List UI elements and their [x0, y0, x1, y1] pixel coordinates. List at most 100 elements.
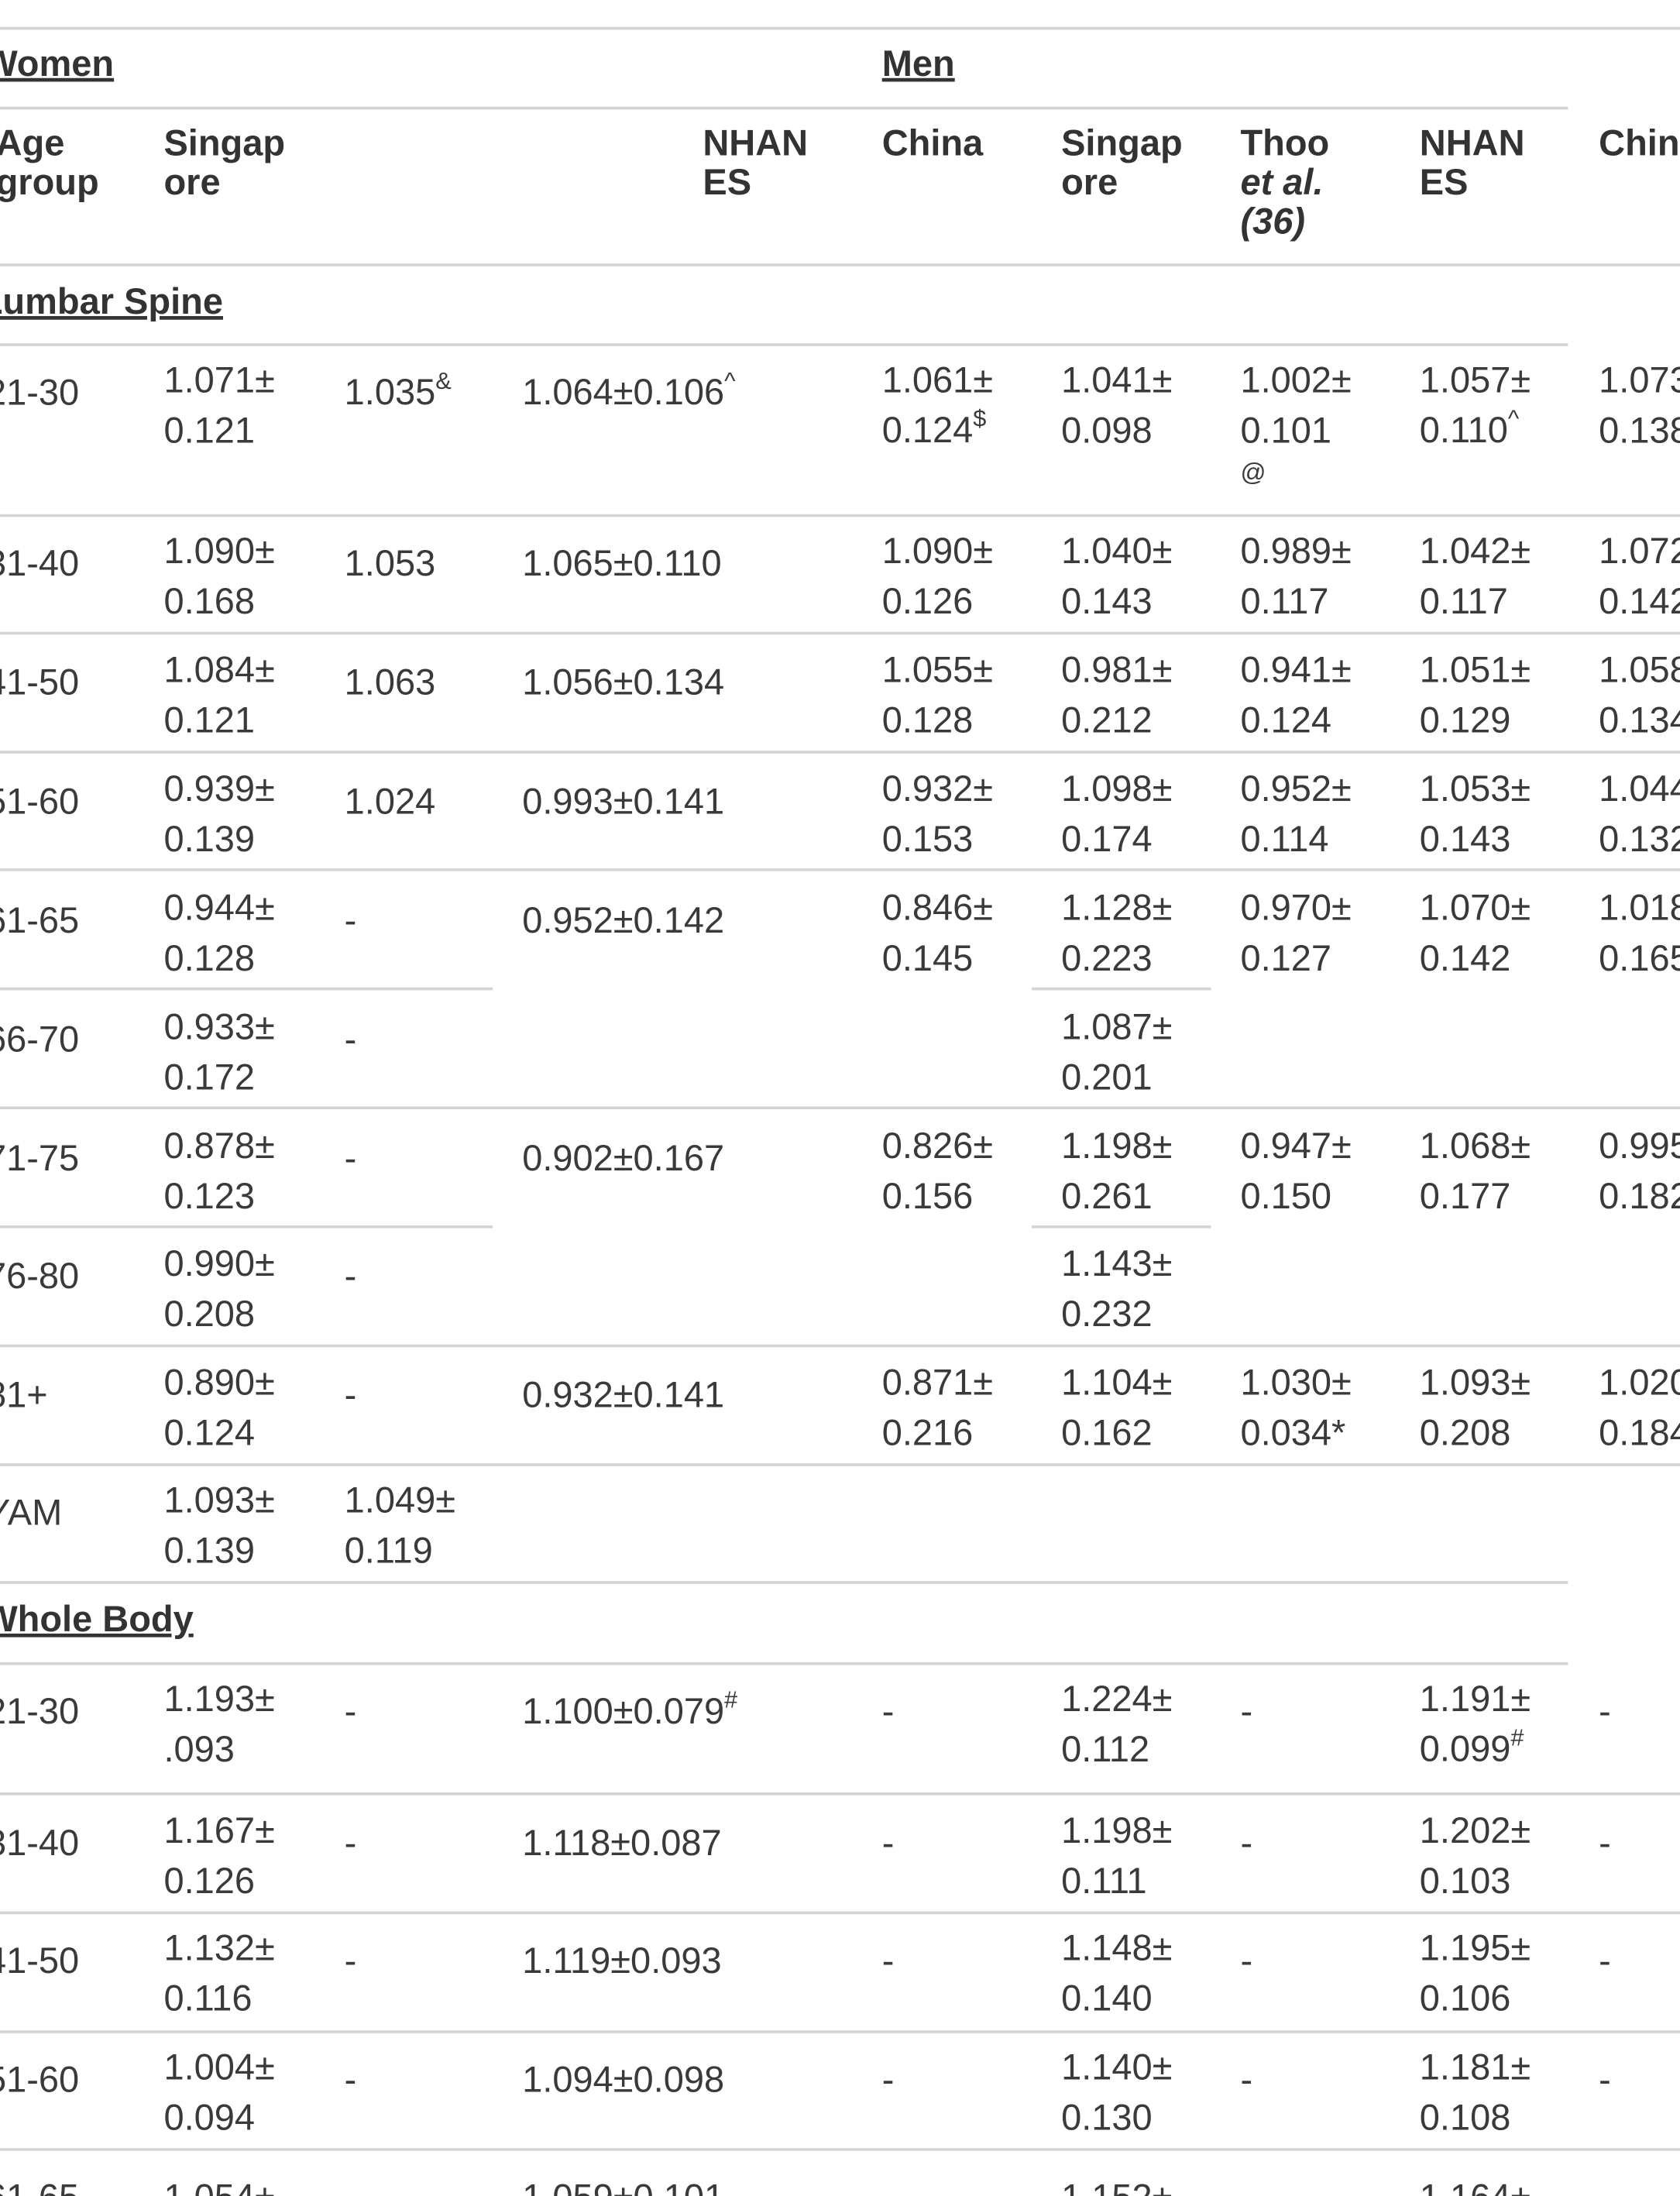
cell-text: 1.057±	[1420, 359, 1531, 400]
cell-text: 1.059±0.101	[522, 2176, 724, 2196]
cell-text: 1.018±	[1599, 887, 1680, 928]
text-span: &	[435, 367, 452, 394]
cell-text: -	[1599, 1690, 1611, 1731]
cell-text: 0.216	[882, 1412, 974, 1453]
cell-text: 1.030±	[1240, 1361, 1351, 1402]
cell-text: 0.212	[1061, 699, 1153, 740]
cell-text: 1.061±	[882, 359, 993, 400]
cell-text: 1.093±	[1420, 1361, 1531, 1402]
cell-text: 0.970±	[1240, 887, 1351, 928]
cell-text: 0.116	[163, 1978, 252, 2019]
cell-text: 0.111	[1061, 1860, 1147, 1901]
cell-text: 0.103	[1420, 1860, 1511, 1901]
cell-text: 0.117	[1420, 580, 1508, 621]
section-title: Lumbar Spine	[0, 280, 223, 321]
cell-text: 0.114	[1240, 818, 1328, 859]
cell-text: -	[345, 1374, 357, 1415]
text-span: 0.099	[1420, 1728, 1511, 1769]
cell-text: 0.932±0.141	[522, 1374, 724, 1415]
cell-text: 0.995±	[1599, 1125, 1680, 1166]
cell-text: -	[345, 899, 357, 940]
cell-text: 1.065±0.110	[522, 542, 721, 583]
cell-text: 0.162	[1061, 1412, 1153, 1453]
cell-text: 0.099#	[1420, 1723, 1524, 1769]
cell-text: 1.053	[345, 542, 436, 583]
cell-text: 0.138	[1599, 409, 1680, 450]
cell-text: 41-50	[0, 1940, 79, 1981]
cell-text: 1.193±	[163, 1678, 274, 1719]
cell-text: YAM	[0, 1492, 62, 1533]
cell-text: 0.124$	[882, 405, 987, 451]
cell-text: 0.826±	[882, 1125, 993, 1166]
cell-text: 0.184	[1599, 1412, 1680, 1453]
cell-text: 0.119	[345, 1529, 433, 1570]
cell-text: NHAN	[1420, 122, 1525, 163]
cell-text: 0.145	[882, 937, 974, 978]
cell-text: 1.002±	[1240, 359, 1351, 400]
cell-text: 0.101	[1240, 409, 1331, 450]
cell-text: -	[1240, 2059, 1252, 2100]
cell-text: 1.148±	[1061, 1927, 1172, 1968]
text-span: #	[1510, 1723, 1524, 1751]
cell-text: -	[345, 1255, 357, 1296]
cell-text: 1.084±	[163, 648, 274, 689]
cell-text: 0.932±	[882, 768, 993, 809]
cell-text: ore	[1061, 161, 1118, 202]
cell-text: 0.129	[1420, 699, 1511, 740]
cell-text: 1.090±	[163, 530, 274, 571]
cell-text: 0.124	[163, 1412, 255, 1453]
cell-text: 1.058±	[1599, 648, 1680, 689]
cell-text: 0.123	[163, 1175, 255, 1216]
cell-text: 0.165	[1599, 937, 1680, 978]
cell-text: 0.127	[1240, 937, 1331, 978]
text-span: 0.110	[1420, 409, 1508, 450]
cell-text: 1.119±0.093	[522, 1940, 721, 1981]
cell-text: Thoo	[1240, 122, 1329, 163]
cell-text: 0.126	[882, 580, 974, 621]
cell-text: 0.172	[163, 1056, 255, 1097]
cell-text: Singap	[1061, 122, 1183, 163]
text-span: 0.124	[882, 409, 974, 450]
cell-text: Age	[0, 122, 64, 163]
cell-text: 1.056±0.134	[522, 662, 724, 703]
cell-text: 1.024	[345, 780, 436, 821]
cell-text: 0.110^	[1420, 405, 1520, 451]
text-span: China	[882, 122, 984, 163]
cell-text: -	[345, 2059, 357, 2100]
cell-text: 0.156	[882, 1175, 974, 1216]
cell-text: 0.130	[1061, 2096, 1153, 2137]
cell-text: 0.094	[163, 2096, 255, 2137]
cell-text: .093	[163, 1728, 234, 1769]
cell-text: 0.208	[163, 1293, 255, 1334]
cell-text: 0.261	[1061, 1175, 1153, 1216]
text-span: Thoo	[1240, 122, 1329, 163]
cell-text: 0.933±	[163, 1005, 274, 1046]
cell-text: Singap	[163, 122, 285, 163]
cell-text: -	[345, 1940, 357, 1981]
cell-text: 81+	[0, 1374, 48, 1415]
cell-text: 0.150	[1240, 1175, 1331, 1216]
cell-text: 1.070±	[1420, 887, 1531, 928]
cell-text: 0.142	[1420, 937, 1511, 978]
cell-text: 1.004±	[163, 2046, 274, 2087]
text-span: ES	[703, 161, 751, 202]
cell-text: 1.072±	[1599, 530, 1680, 571]
cell-text: 0.143	[1061, 580, 1153, 621]
text-span: 1.035	[345, 372, 436, 413]
cell-text: 1.181±	[1420, 2046, 1531, 2087]
cell-text: ES	[1420, 161, 1469, 202]
cell-text: 1.152±	[1061, 2176, 1172, 2196]
cell-text: 0.941±	[1240, 648, 1351, 689]
cell-text: 0.902±0.167	[522, 1137, 724, 1178]
cell-text: 1.073±	[1599, 359, 1680, 400]
cell-text: 31-40	[0, 542, 79, 583]
text-span: ES	[1420, 161, 1469, 202]
cell-text: 0.871±	[882, 1361, 993, 1402]
cell-text: -	[345, 1690, 357, 1731]
group-title: Women	[0, 43, 114, 84]
cell-text: 0.952±0.142	[522, 899, 724, 940]
cell-text: 21-30	[0, 1690, 79, 1731]
cell-text: 76-80	[0, 1255, 79, 1296]
cell-text: 0.034*	[1240, 1412, 1345, 1453]
